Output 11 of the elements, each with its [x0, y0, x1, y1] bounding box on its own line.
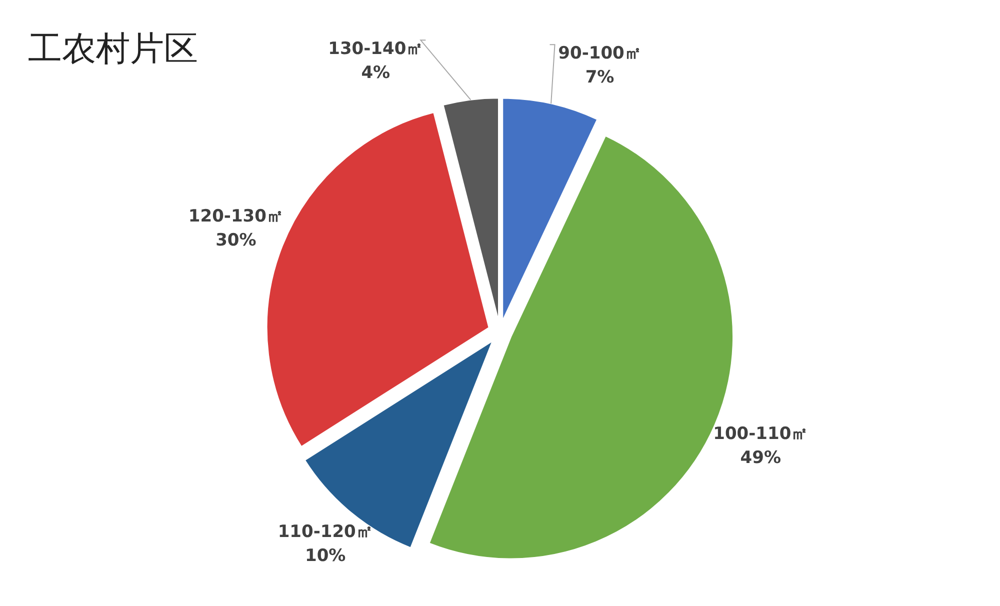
data-label: 10%	[304, 546, 346, 566]
data-label: 7%	[585, 68, 614, 88]
data-label: 49%	[740, 448, 781, 468]
data-label: 30%	[216, 230, 256, 250]
chart-title: 工农村片区	[28, 29, 198, 69]
slice-label: 120-130㎡	[188, 206, 284, 226]
slice-label: 90-100㎡	[558, 44, 642, 64]
slice-label: 130-140㎡	[328, 39, 424, 60]
slice-label: 100-110㎡	[713, 424, 808, 444]
data-label: 4%	[361, 63, 390, 84]
slice-label: 110-120㎡	[278, 522, 373, 542]
